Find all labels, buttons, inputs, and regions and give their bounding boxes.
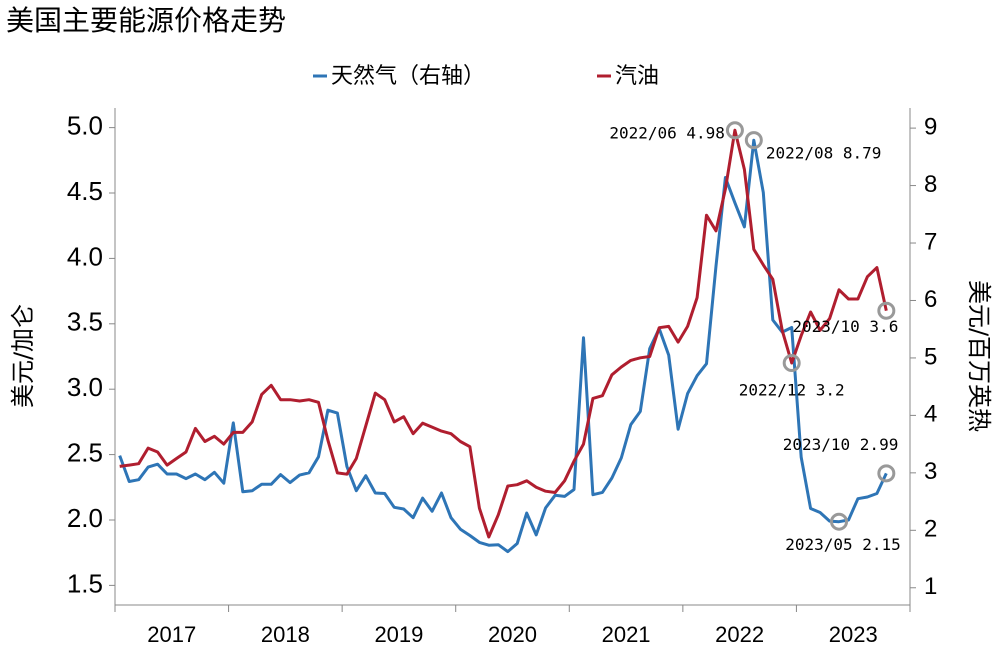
y2-tick-label: 5 bbox=[924, 343, 937, 370]
series-line bbox=[119, 128, 888, 539]
y-tick-label: 2.5 bbox=[67, 437, 103, 467]
annotation-label: 2022/12 3.2 bbox=[739, 381, 845, 400]
y-tick-label: 3.0 bbox=[67, 372, 103, 402]
x-tick-label: 2017 bbox=[147, 622, 196, 647]
chart-title: 美国主要能源价格走势 bbox=[6, 4, 286, 37]
annotation-marker bbox=[725, 121, 744, 140]
annotation-label: 2023/10 3.6 bbox=[792, 317, 898, 336]
annotation-label: 2023/10 2.99 bbox=[783, 435, 899, 454]
x-tick-label: 2018 bbox=[261, 622, 310, 647]
x-tick-label: 2022 bbox=[715, 622, 764, 647]
y2-tick-label: 7 bbox=[924, 228, 937, 255]
y2-tick-label: 1 bbox=[924, 573, 937, 600]
y2-tick-label: 3 bbox=[924, 458, 937, 485]
y-tick-label: 4.0 bbox=[67, 241, 103, 271]
x-tick-label: 2021 bbox=[602, 622, 651, 647]
y-tick-label: 2.0 bbox=[67, 503, 103, 533]
x-tick-label: 2023 bbox=[829, 622, 878, 647]
legend-label: 汽油 bbox=[615, 64, 659, 89]
annotation-label: 2023/05 2.15 bbox=[785, 535, 901, 554]
y2-tick-label: 9 bbox=[924, 113, 937, 140]
y2-tick-label: 8 bbox=[924, 171, 937, 198]
annotation-label: 2022/08 8.79 bbox=[766, 144, 882, 163]
y2-axis-label: 美元/百万英热 bbox=[965, 280, 993, 432]
x-tick-label: 2019 bbox=[374, 622, 423, 647]
x-tick-label: 2020 bbox=[488, 622, 537, 647]
y-tick-label: 1.5 bbox=[67, 568, 103, 598]
y2-tick-label: 4 bbox=[924, 401, 937, 428]
annotation-marker bbox=[830, 512, 849, 531]
y-tick-label: 3.5 bbox=[67, 307, 103, 337]
y-tick-label: 5.0 bbox=[67, 110, 103, 140]
legend-label: 天然气（右轴） bbox=[331, 64, 485, 89]
y2-tick-label: 6 bbox=[924, 286, 937, 313]
y-axis-label: 美元/加仑 bbox=[9, 304, 37, 408]
y2-tick-label: 2 bbox=[924, 516, 937, 543]
annotation-marker bbox=[877, 464, 896, 483]
annotation-marker bbox=[744, 131, 763, 150]
series-line bbox=[118, 138, 888, 554]
annotation-marker bbox=[782, 354, 801, 373]
y-tick-label: 4.5 bbox=[67, 176, 103, 206]
annotation-label: 2022/06 4.98 bbox=[609, 124, 725, 143]
annotation-marker bbox=[877, 301, 896, 320]
